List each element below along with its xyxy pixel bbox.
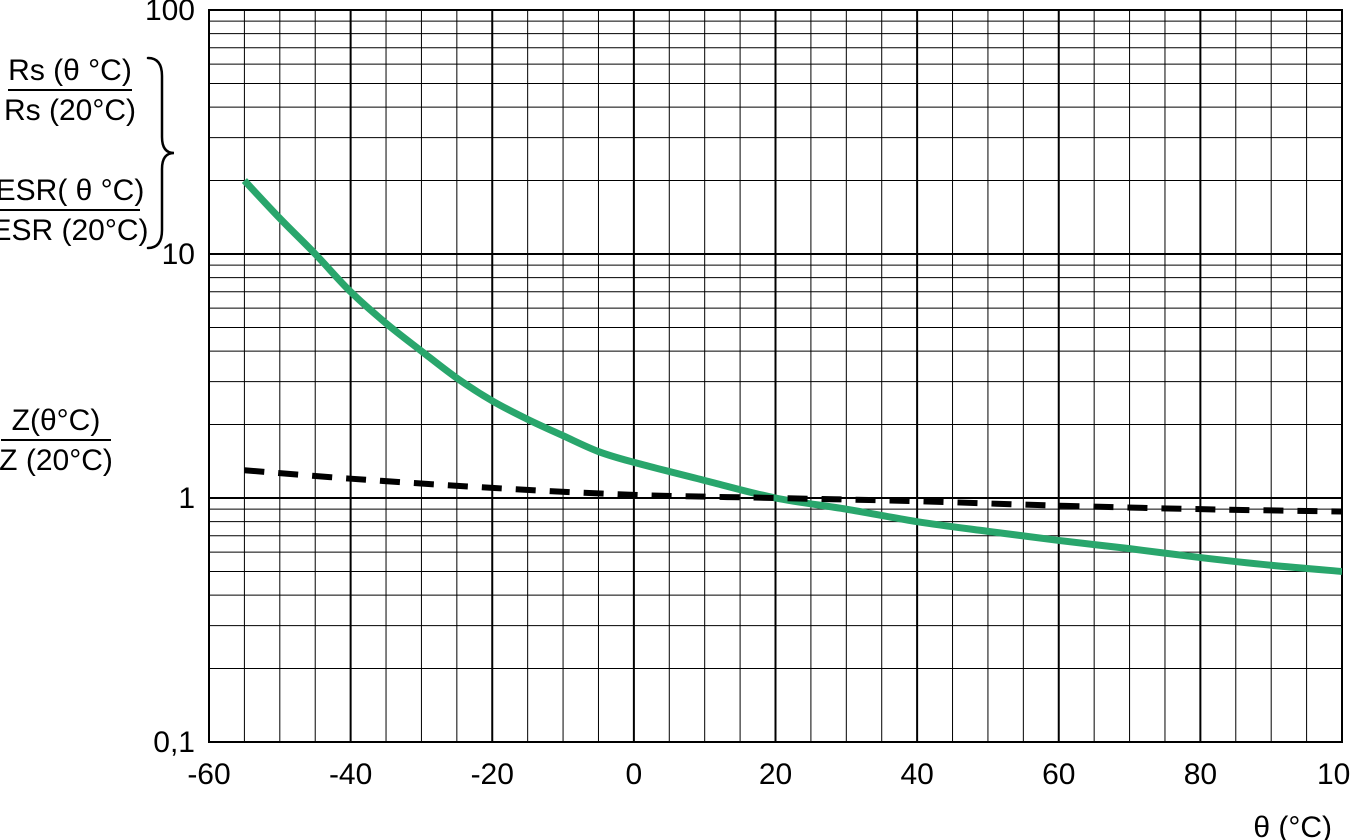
y-axis-labels: Rs (θ °C) Rs (20°C) ESR( θ °C) ESR (20°C) Z(… — [0, 54, 174, 477]
x-tick-label: 0 — [626, 758, 643, 791]
esr-temperature-chart: -60 -40 -20 0 20 40 60 80 100 0,1 1 10 100 θ (°C) Rs (… — [0, 0, 1351, 840]
x-tick-label: 20 — [759, 758, 792, 791]
x-tick-label: -60 — [187, 758, 230, 791]
fraction-denominator: Rs (20°C) — [4, 94, 136, 127]
x-tick-label: 100 — [1317, 758, 1351, 791]
brace-icon — [148, 58, 174, 248]
x-tick-label: 40 — [900, 758, 933, 791]
fraction-denominator: ESR (20°C) — [0, 214, 149, 247]
y-tick-label: 100 — [145, 0, 195, 27]
y-tick-label: 0,1 — [153, 726, 195, 759]
fraction-denominator: Z (20°C) — [0, 444, 113, 477]
fraction-numerator: ESR( θ °C) — [0, 174, 144, 207]
series-Rs-ESR-ratio — [244, 181, 1342, 572]
fraction-numerator: Z(θ°C) — [12, 404, 101, 437]
x-tick-label: -40 — [329, 758, 372, 791]
y-tick-label: 10 — [162, 238, 195, 271]
x-tick-label: -20 — [471, 758, 514, 791]
chart-svg: -60 -40 -20 0 20 40 60 80 100 0,1 1 10 100 θ (°C) Rs (… — [0, 0, 1351, 840]
x-tick-label: 80 — [1184, 758, 1217, 791]
x-tick-label: 60 — [1042, 758, 1075, 791]
fraction-numerator: Rs (θ °C) — [8, 54, 132, 87]
series-Z-ratio — [244, 470, 1342, 511]
x-axis-title: θ (°C) — [1253, 811, 1332, 840]
y-tick-label: 1 — [178, 482, 195, 515]
